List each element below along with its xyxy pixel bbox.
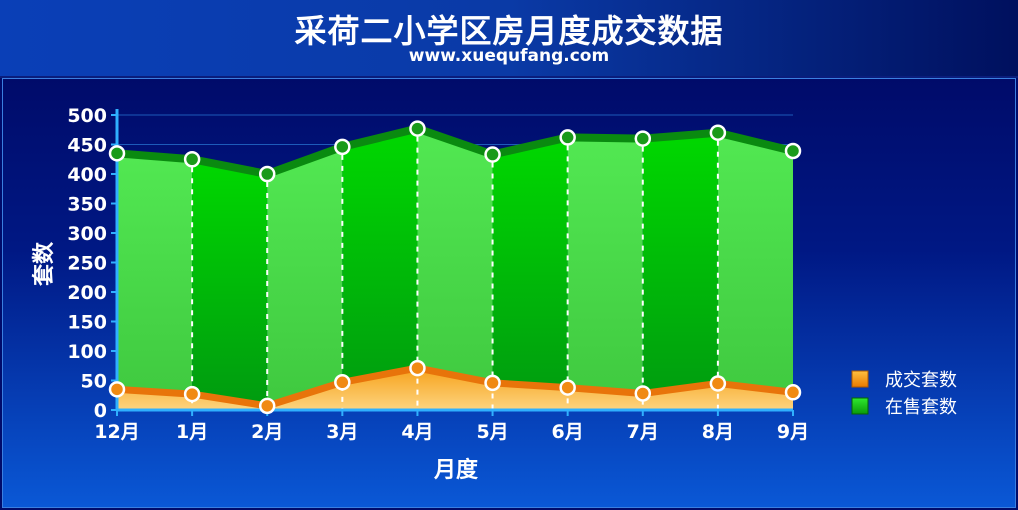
chart-title: 采荷二小学区房月度成交数据 bbox=[294, 12, 724, 50]
for-sale-line bbox=[116, 124, 794, 178]
x-tick-label-6: 6月 bbox=[552, 421, 584, 443]
x-tick-label-4: 4月 bbox=[401, 421, 433, 443]
x-tick-label-8: 8月 bbox=[702, 421, 734, 443]
sold-area bbox=[117, 368, 793, 410]
for-sale-point-6 bbox=[559, 129, 576, 146]
for-sale-point-9 bbox=[784, 142, 802, 160]
sold-line bbox=[116, 364, 794, 410]
sold-point-2 bbox=[258, 397, 276, 415]
y-tick-label-50: 50 bbox=[81, 371, 107, 393]
sold-point-8 bbox=[709, 375, 727, 392]
for-sale-area-band-5 bbox=[492, 137, 568, 411]
for-sale-point-0 bbox=[108, 145, 126, 162]
data-points bbox=[108, 120, 802, 415]
legend-swatch-for-sale bbox=[851, 397, 869, 415]
y-tick-label-300: 300 bbox=[67, 223, 107, 245]
plot-bands bbox=[117, 128, 793, 411]
axes: 0 50 100 150 200 250 300 350 400 450 500 12月 1月 2月 3月 4… bbox=[67, 105, 809, 443]
series-lines bbox=[116, 124, 794, 410]
for-sale-area-band-3 bbox=[342, 128, 418, 410]
legend-label-sold: 成交套数 bbox=[885, 370, 957, 391]
y-tick-label-250: 250 bbox=[67, 253, 107, 275]
for-sale-area-band-8 bbox=[717, 132, 793, 410]
chart-subtitle: www.xuequfang.com bbox=[408, 46, 610, 66]
sold-point-0 bbox=[108, 381, 126, 398]
for-sale-area-band-6 bbox=[567, 137, 643, 411]
for-sale-area-band-0 bbox=[117, 153, 193, 410]
for-sale-area-band-4 bbox=[417, 128, 493, 410]
x-tick-label-3: 3月 bbox=[326, 421, 358, 443]
for-sale-area-band-1 bbox=[192, 159, 268, 410]
sold-point-1 bbox=[183, 385, 201, 403]
legend-label-for-sale: 在售套数 bbox=[885, 397, 957, 418]
sold-point-9 bbox=[784, 384, 802, 401]
for-sale-area-band-2 bbox=[267, 146, 343, 411]
y-tick-label-0: 0 bbox=[94, 400, 107, 422]
legend: 成交套数 在售套数 bbox=[851, 370, 957, 418]
sold-area-layer bbox=[117, 368, 793, 410]
chart-header: 采荷二小学区房月度成交数据 www.xuequfang.com bbox=[0, 0, 1018, 78]
y-tick-label-500: 500 bbox=[67, 105, 107, 127]
x-tick-label-5: 5月 bbox=[476, 421, 508, 443]
x-tick-label-1: 1月 bbox=[176, 421, 208, 443]
x-tick-label-0: 12月 bbox=[94, 421, 139, 443]
x-tick-label-9: 9月 bbox=[777, 421, 809, 443]
x-tick-label-7: 7月 bbox=[627, 421, 659, 443]
chart-panel: 0 50 100 150 200 250 300 350 400 450 500 12月 1月 2月 3月 4… bbox=[2, 78, 1016, 508]
for-sale-point-3 bbox=[334, 138, 351, 156]
x-axis-title: 月度 bbox=[433, 457, 479, 483]
for-sale-point-5 bbox=[484, 146, 501, 163]
sold-point-7 bbox=[634, 385, 652, 402]
sold-point-3 bbox=[334, 374, 351, 391]
for-sale-point-7 bbox=[634, 130, 652, 147]
sold-point-5 bbox=[484, 374, 501, 392]
y-tick-label-450: 450 bbox=[67, 135, 107, 157]
sold-point-6 bbox=[559, 379, 576, 396]
for-sale-point-8 bbox=[709, 124, 727, 141]
y-tick-label-100: 100 bbox=[67, 341, 107, 363]
for-sale-point-1 bbox=[183, 151, 201, 168]
y-axis-title: 套数 bbox=[31, 241, 57, 286]
y-tick-label-400: 400 bbox=[67, 164, 107, 186]
y-tick-label-150: 150 bbox=[67, 312, 107, 334]
sold-point-4 bbox=[409, 359, 426, 377]
y-tick-label-350: 350 bbox=[67, 194, 107, 216]
legend-swatch-sold bbox=[851, 370, 869, 388]
category-dividers bbox=[191, 136, 719, 410]
area-chart: 0 50 100 150 200 250 300 350 400 450 500 12月 1月 2月 3月 4… bbox=[31, 105, 957, 483]
y-tick-label-200: 200 bbox=[67, 282, 107, 304]
for-sale-point-4 bbox=[409, 120, 426, 137]
x-tick-label-2: 2月 bbox=[251, 421, 283, 443]
for-sale-point-2 bbox=[258, 165, 276, 183]
for-sale-area-band-7 bbox=[642, 132, 718, 410]
